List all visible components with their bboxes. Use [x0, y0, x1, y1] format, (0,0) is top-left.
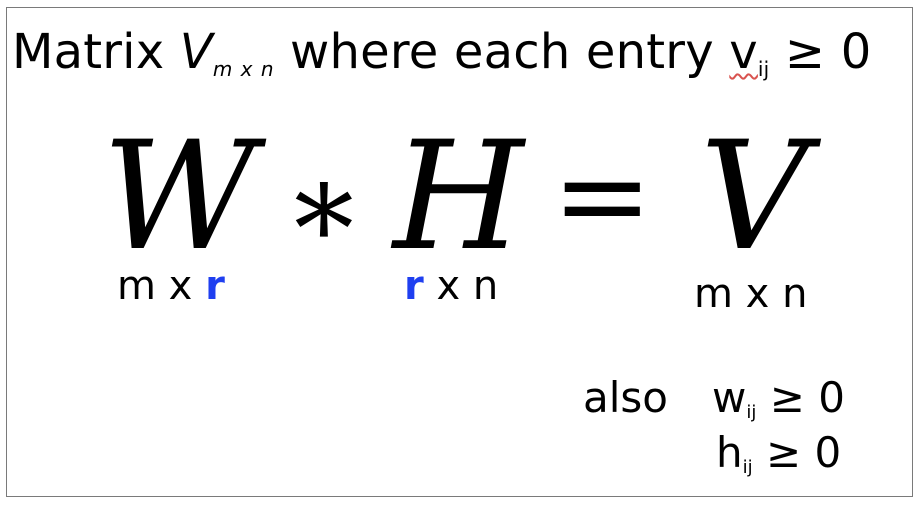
title-middle: where each entry	[274, 24, 730, 80]
w-nonneg-condition: wij ≥ 0	[712, 373, 845, 432]
w-entry-subscript: ij	[746, 402, 757, 423]
h-dimensions: r x n	[404, 262, 498, 310]
equation-equals: =	[552, 127, 653, 266]
h-nonneg-condition: hij ≥ 0	[716, 428, 841, 487]
also-label: also	[583, 373, 668, 422]
matrix-variable: V	[179, 24, 213, 80]
slide-title: Matrix Vm x n where each entry vij ≥ 0	[12, 22, 872, 91]
matrix-dimensions: m x n	[212, 57, 275, 81]
entry-symbol: vij	[729, 24, 770, 81]
entry-variable: v	[729, 24, 758, 80]
title-condition: ≥ 0	[769, 24, 872, 80]
h-entry-variable: h	[716, 428, 743, 477]
v-dimensions: m x n	[694, 271, 808, 317]
w-dimensions: m x r	[117, 262, 225, 310]
equation-h: H	[393, 110, 524, 284]
h-entry-condition: ≥ 0	[752, 428, 842, 477]
w-entry-variable: w	[712, 373, 747, 422]
equation-v: V	[700, 110, 809, 284]
w-entry-condition: ≥ 0	[756, 373, 845, 422]
slide-frame	[6, 7, 913, 497]
equation-times: ∗	[283, 137, 365, 276]
title-prefix: Matrix	[12, 24, 180, 80]
h-dim-rank: r	[404, 263, 424, 309]
h-entry-subscript: ij	[742, 457, 753, 478]
w-dim-prefix: m x	[117, 263, 206, 309]
equation-w: W	[102, 110, 257, 284]
entry-subscript: ij	[757, 57, 770, 81]
h-dim-suffix: x n	[423, 263, 499, 309]
w-dim-rank: r	[205, 263, 225, 309]
